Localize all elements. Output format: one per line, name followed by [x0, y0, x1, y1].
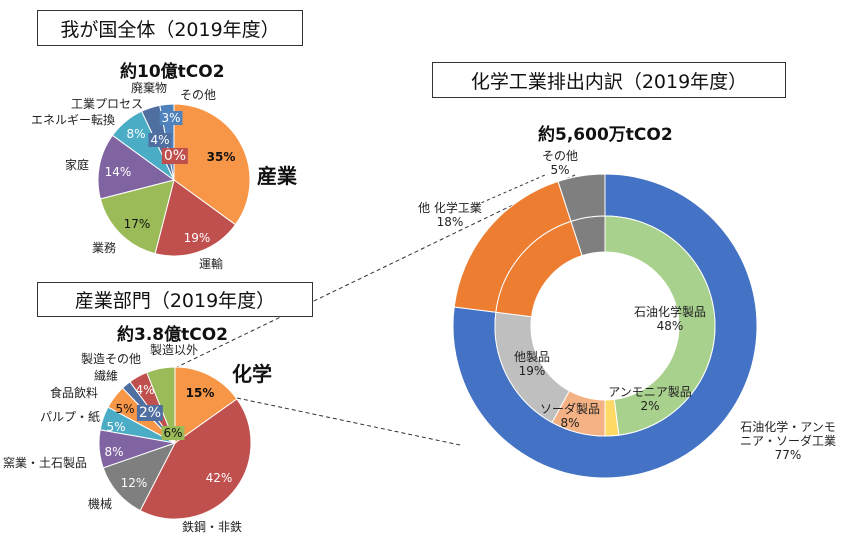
label-non-manufacturing: 製造以外	[150, 343, 199, 357]
label-text: 他製品	[513, 350, 550, 364]
value-label: 5%	[550, 163, 570, 177]
value-label: 8%	[104, 445, 124, 459]
value-label: 2%	[136, 405, 164, 421]
value-label: 12%	[120, 476, 148, 490]
value-label: 17%	[123, 217, 151, 231]
label-industrial-process: 工業プロセス	[71, 97, 144, 111]
industry-title: 産業部門（2019年度）	[37, 282, 313, 317]
value-label: 19%	[183, 231, 211, 245]
national-pie-slice-0	[173, 103, 251, 226]
value-label: 15%	[185, 386, 215, 400]
connector-line-bottom	[236, 397, 461, 446]
label-other-manufacturing: 製造その他	[81, 352, 142, 366]
label-household: 家庭	[65, 158, 90, 172]
label-chem-other: その他 5%	[540, 149, 580, 177]
label-transport: 運輸	[199, 257, 224, 271]
label-text: 石油化学・アンモニア・ソーダ工業	[739, 420, 836, 448]
value-label: 42%	[205, 471, 233, 485]
label-pulp: パルプ・紙	[40, 410, 101, 424]
label-text: その他	[541, 149, 578, 163]
national-pie-slice-1	[154, 179, 237, 257]
label-soda-products: ソーダ製品 8%	[535, 402, 605, 430]
value-label: 4%	[148, 133, 172, 147]
value-label: 6%	[161, 426, 185, 440]
value-label: 3%	[159, 111, 183, 125]
industry-pie-slice-0	[174, 366, 238, 444]
value-label: 14%	[104, 165, 132, 179]
national-highlight: 産業	[257, 164, 297, 188]
value-label: 19%	[518, 364, 546, 378]
label-petrochem-industry: 石油化学・アンモニア・ソーダ工業 77%	[738, 420, 838, 462]
leader-line	[464, 174, 546, 211]
industry-highlight: 化学	[232, 362, 272, 386]
donut-inner-slice-0	[604, 215, 716, 436]
value-label: 8%	[560, 416, 580, 430]
label-text: ソーダ製品	[539, 402, 600, 416]
value-label: 18%	[436, 215, 464, 229]
value-label: 35%	[206, 150, 236, 164]
value-label: 77%	[774, 448, 802, 462]
value-label: 5%	[115, 402, 135, 416]
label-food: 食品飲料	[50, 386, 99, 400]
chemical-title: 化学工業排出内訳（2019年度）	[432, 62, 786, 98]
industry-pie-slice-1	[139, 398, 252, 520]
label-other: その他	[180, 88, 217, 102]
value-label: 5%	[106, 420, 126, 434]
value-label: 48%	[656, 319, 684, 333]
label-text: 他 化学工業	[418, 201, 482, 215]
national-pie-slice-2	[99, 179, 175, 255]
label-steel: 鉄鋼・非鉄	[182, 520, 243, 534]
label-petrochem-products: 石油化学製品 48%	[625, 305, 715, 333]
value-label: 8%	[126, 127, 146, 141]
label-text: アンモニア製品	[608, 385, 692, 399]
donut-inner-slice-5	[570, 215, 606, 257]
label-other-chemical: 他 化学工業 18%	[410, 201, 490, 229]
label-machinery: 機械	[88, 497, 113, 511]
label-waste: 廃棄物	[131, 81, 168, 95]
label-commercial: 業務	[92, 241, 117, 255]
value-label: 0%	[161, 148, 189, 164]
label-textile: 繊維	[94, 369, 119, 383]
chemical-total: 約5,600万tCO2	[538, 125, 673, 145]
label-text: 石油化学製品	[633, 305, 706, 319]
value-label: 2%	[640, 399, 660, 413]
label-ammonia-products: アンモニア製品 2%	[605, 385, 695, 413]
national-title: 我が国全体（2019年度）	[37, 10, 303, 46]
label-ceramics: 窯業・土石製品	[3, 456, 88, 470]
value-label: 4%	[135, 383, 155, 397]
industry-total: 約3.8億tCO2	[117, 325, 228, 345]
label-energy: エネルギー転換	[31, 113, 116, 127]
national-total: 約10億tCO2	[120, 62, 225, 82]
national-pie-slice-3	[97, 134, 176, 200]
label-other-products: 他製品 19%	[502, 350, 562, 378]
